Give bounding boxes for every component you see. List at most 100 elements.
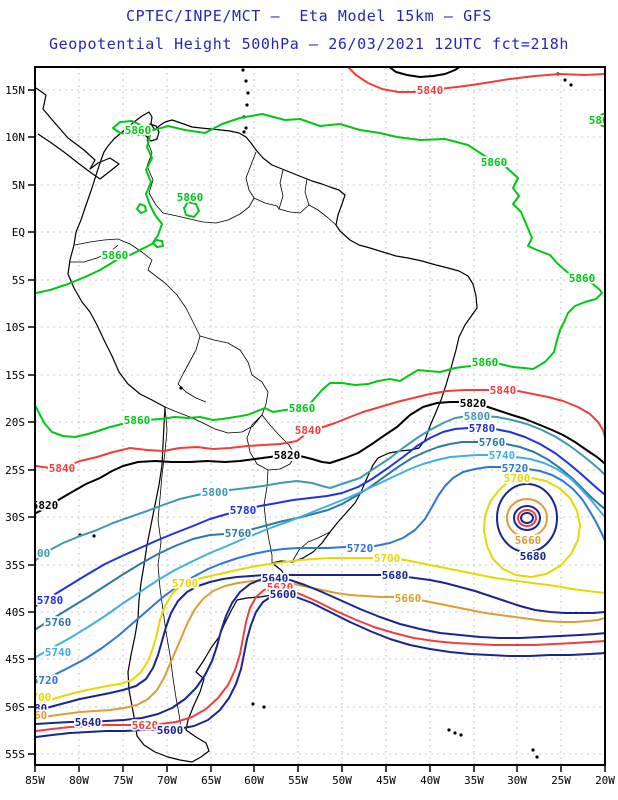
island-dot (244, 126, 248, 130)
island-dot (242, 130, 246, 134)
contour-label-5740: 5740 (489, 449, 516, 462)
contour-label-5700: 5700 (504, 472, 531, 485)
contour-label-5800: 5800 (24, 547, 51, 560)
lon-label: 80W (69, 774, 89, 787)
contour-5620 (35, 586, 605, 732)
lat-label: 15S (5, 369, 25, 382)
contour-label-5860: 5860 (177, 191, 204, 204)
contour-5860 (35, 113, 603, 438)
island-dot (244, 79, 248, 83)
contour-label-5840: 5840 (417, 84, 444, 97)
lat-label: EQ (12, 226, 25, 239)
lon-label: 25W (551, 774, 571, 787)
island-dot (241, 68, 245, 72)
island-dot (246, 91, 250, 95)
contour-5760 (35, 441, 605, 630)
country-border (162, 197, 255, 224)
lat-label: 15N (5, 84, 25, 97)
island-dot (569, 83, 573, 87)
island-dot (179, 386, 183, 390)
contour-label-5680: 5680 (382, 569, 409, 582)
contour-5860 (593, 112, 605, 128)
contour-5860 (112, 120, 151, 136)
contour-label-5640: 5640 (262, 572, 289, 585)
contour-5860 (35, 134, 163, 294)
contour-label-layer: 5860 5860 5860 5860 5860 5860 5860 5860 5860 5840… (21, 82, 605, 739)
island-dot (251, 702, 255, 706)
lon-label: 55W (288, 774, 308, 787)
lon-label: 20W (595, 774, 615, 787)
contour-5860 (183, 201, 200, 218)
contour-5600 (520, 512, 534, 524)
lat-label: 45S (5, 653, 25, 666)
contour-5840 (35, 389, 605, 469)
contour-5800 (35, 415, 605, 561)
lon-label: 70W (157, 774, 177, 787)
lat-label: 10S (5, 321, 25, 334)
coastline (35, 87, 120, 180)
contour-label-5740: 5740 (45, 646, 72, 659)
coastline (67, 111, 478, 763)
lon-label: 65W (201, 774, 221, 787)
contour-5600 (35, 593, 605, 738)
lon-label: 85W (25, 774, 45, 787)
lon-label: 75W (113, 774, 133, 787)
island-dot (535, 755, 539, 759)
contour-layer (35, 67, 605, 738)
contour-label-5800: 5800 (464, 410, 491, 423)
contour-label-5600: 5600 (270, 588, 297, 601)
island-dot (92, 534, 96, 538)
lon-label: 50W (332, 774, 352, 787)
country-border (199, 335, 269, 416)
contour-label-5860: 5860 (472, 356, 499, 369)
grid-lines (35, 67, 605, 765)
contour-label-5860: 5860 (289, 402, 316, 415)
contour-label-5680: 5680 (520, 550, 547, 563)
contour-5860 (136, 203, 147, 214)
country-border (164, 406, 263, 434)
contour-label-5760: 5760 (45, 616, 72, 629)
contour-label-5700: 5700 (172, 577, 199, 590)
contour-5840 (346, 67, 605, 93)
contour-5680 (496, 483, 558, 553)
contour-label-5860: 5860 (125, 124, 152, 137)
contour-5680 (35, 574, 605, 712)
contour-label-5600: 5600 (157, 724, 184, 737)
contour-label-5820: 5820 (274, 449, 301, 462)
coastline-layer (35, 68, 573, 763)
lat-label: 25S (5, 464, 25, 477)
island-dot (262, 705, 266, 709)
contour-label-5860: 5860 (102, 249, 129, 262)
contour-label-5840: 5840 (490, 384, 517, 397)
contour-label-5800: 5800 (202, 486, 229, 499)
contour-5860 (152, 239, 164, 248)
contour-label-5720: 5720 (502, 462, 529, 475)
lat-label: 20S (5, 416, 25, 429)
lat-label: 5S (12, 274, 25, 287)
contour-label-5720: 5720 (32, 674, 59, 687)
lon-label: 30W (507, 774, 527, 787)
contour-5820 (387, 67, 462, 78)
country-border (304, 178, 310, 206)
contour-label-5720: 5720 (347, 542, 374, 555)
country-border (117, 238, 166, 284)
island-dot (447, 728, 451, 732)
country-border (164, 282, 201, 375)
contour-label-5620: 5620 (267, 581, 294, 594)
country-border (74, 238, 119, 246)
contour-label-5680: 5680 (21, 702, 48, 715)
contour-5660 (506, 498, 548, 538)
contour-5780 (35, 427, 605, 607)
contour-5660 (35, 580, 605, 719)
contour-label-5820: 5820 (32, 499, 59, 512)
contour-label-5700: 5700 (25, 691, 52, 704)
lon-label: 40W (420, 774, 440, 787)
contour-5700 (483, 477, 581, 578)
lat-label: 10N (5, 131, 25, 144)
island-dot (453, 731, 457, 735)
contour-label-5760: 5760 (479, 436, 506, 449)
contour-5740 (35, 454, 605, 658)
country-border (263, 469, 273, 563)
contour-label-5660: 5660 (21, 709, 48, 722)
title-block: CPTEC/INPE/MCT — Eta Model 15km — GFS Ge… (0, 0, 618, 52)
